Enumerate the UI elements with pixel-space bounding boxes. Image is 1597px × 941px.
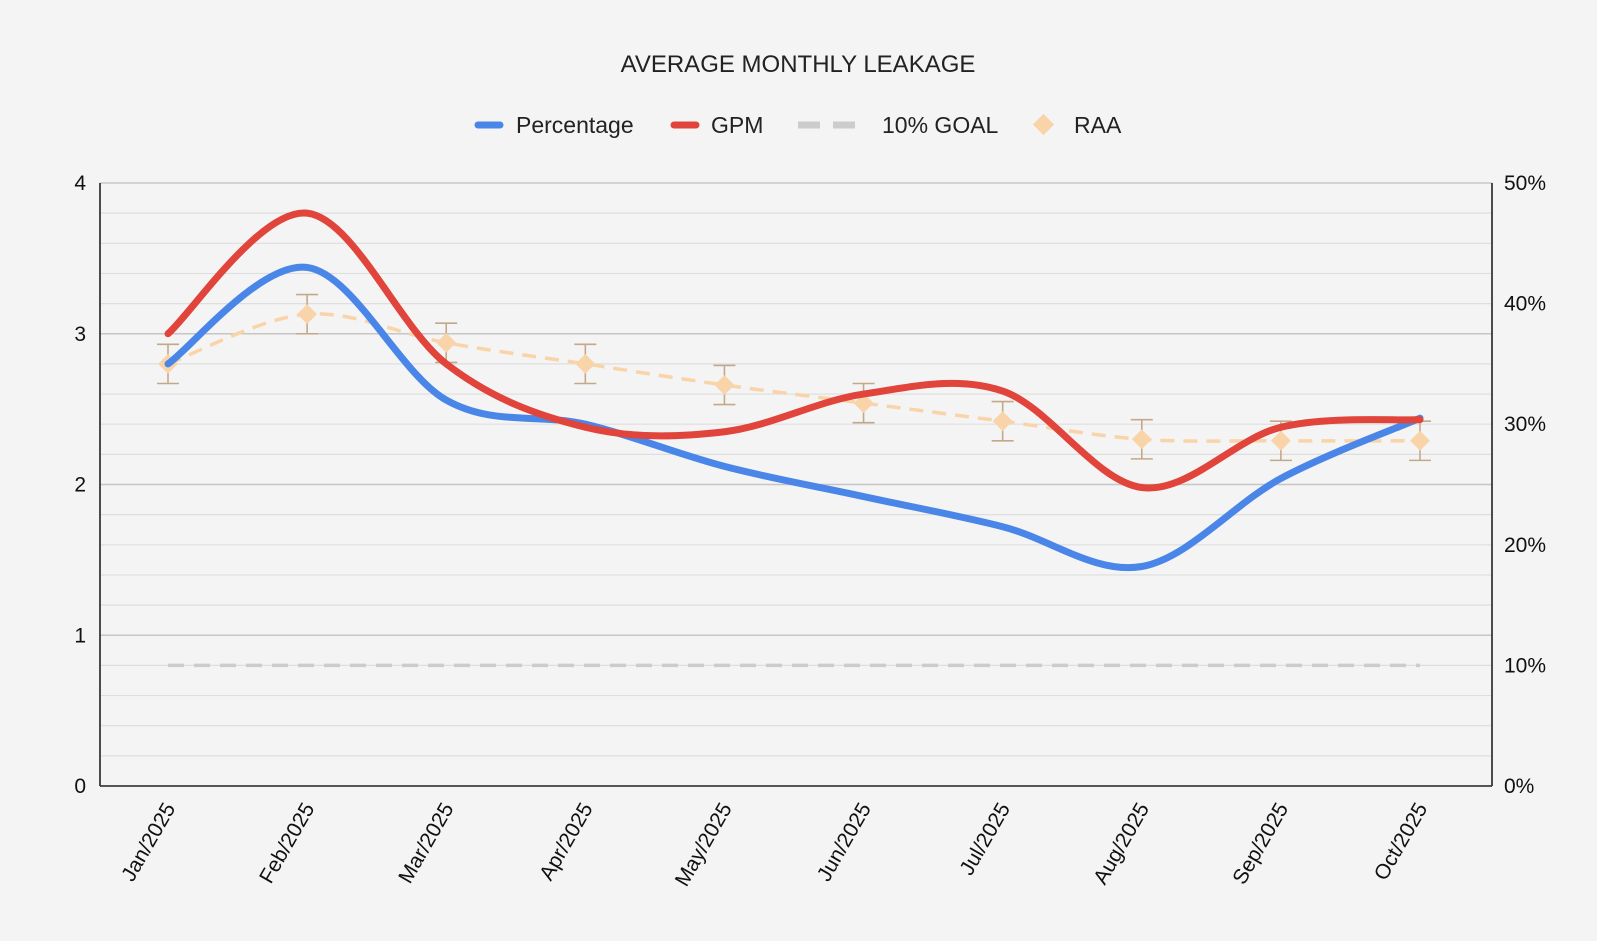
raa-point[interactable]: [436, 332, 457, 353]
x-tick-label: Oct/2025: [1370, 799, 1433, 884]
x-tick-label: Feb/2025: [255, 799, 319, 887]
legend-label-raa: RAA: [1074, 112, 1122, 138]
left-tick-label: 1: [74, 624, 86, 647]
legend-item-raa[interactable]: RAA: [1032, 112, 1122, 138]
legend-label-goal: 10% GOAL: [882, 112, 999, 138]
legend-label-percentage: Percentage: [516, 112, 634, 138]
raa-point[interactable]: [1270, 430, 1291, 451]
x-tick-label: Aug/2025: [1089, 799, 1154, 888]
legend-item-gpm[interactable]: GPM: [670, 112, 763, 138]
right-tick-label: 30%: [1504, 413, 1546, 436]
percentage-line[interactable]: [164, 263, 1424, 572]
right-tick-label: 0%: [1504, 775, 1534, 798]
gpm-line[interactable]: [164, 209, 1424, 492]
left-tick-label: 4: [74, 172, 86, 195]
x-tick-label: Apr/2025: [535, 799, 598, 884]
legend-label-gpm: GPM: [711, 112, 763, 138]
raa-point[interactable]: [297, 304, 318, 325]
raa-point[interactable]: [992, 411, 1013, 432]
x-tick-label: May/2025: [671, 799, 737, 890]
legend-item-percentage[interactable]: Percentage: [474, 112, 634, 138]
raa-point[interactable]: [1410, 430, 1430, 451]
legend-item-goal[interactable]: 10% GOAL: [798, 112, 999, 138]
left-tick-label: 0: [74, 775, 86, 798]
left-axis-ticks: 0 1 2 3 4: [74, 172, 86, 798]
right-tick-label: 10%: [1504, 654, 1546, 677]
legend-swatch-raa-diamond: [1032, 113, 1055, 136]
axes: [99, 183, 1493, 787]
raa-point[interactable]: [714, 375, 735, 395]
series-raa: [157, 293, 1431, 462]
right-tick-label: 50%: [1504, 172, 1546, 195]
x-axis-ticks: Jan/2025 Feb/2025 Mar/2025 Apr/2025 May/2025…: [117, 799, 1432, 890]
right-axis-ticks: 0% 10% 20% 30% 40% 50%: [1504, 172, 1546, 798]
right-tick-label: 40%: [1504, 293, 1546, 316]
x-tick-label: Jul/2025: [955, 799, 1015, 879]
x-tick-label: Jan/2025: [117, 799, 180, 885]
left-tick-label: 2: [74, 474, 86, 497]
x-tick-label: Sep/2025: [1228, 799, 1293, 888]
series-layer: [157, 209, 1431, 668]
left-tick-label: 3: [74, 323, 86, 346]
x-tick-label: Mar/2025: [394, 799, 458, 887]
chart-title: AVERAGE MONTHLY LEAKAGE: [621, 51, 976, 78]
raa-point[interactable]: [1131, 429, 1152, 450]
right-tick-label: 20%: [1504, 534, 1546, 557]
x-tick-label: Jun/2025: [813, 799, 876, 885]
raa-trend-line: [167, 312, 1421, 443]
series-percentage: [164, 263, 1424, 572]
raa-point[interactable]: [575, 354, 596, 374]
series-gpm: [164, 209, 1424, 492]
legend: Percentage GPM 10% GOAL RAA: [474, 112, 1122, 138]
gridlines: [100, 182, 1492, 757]
